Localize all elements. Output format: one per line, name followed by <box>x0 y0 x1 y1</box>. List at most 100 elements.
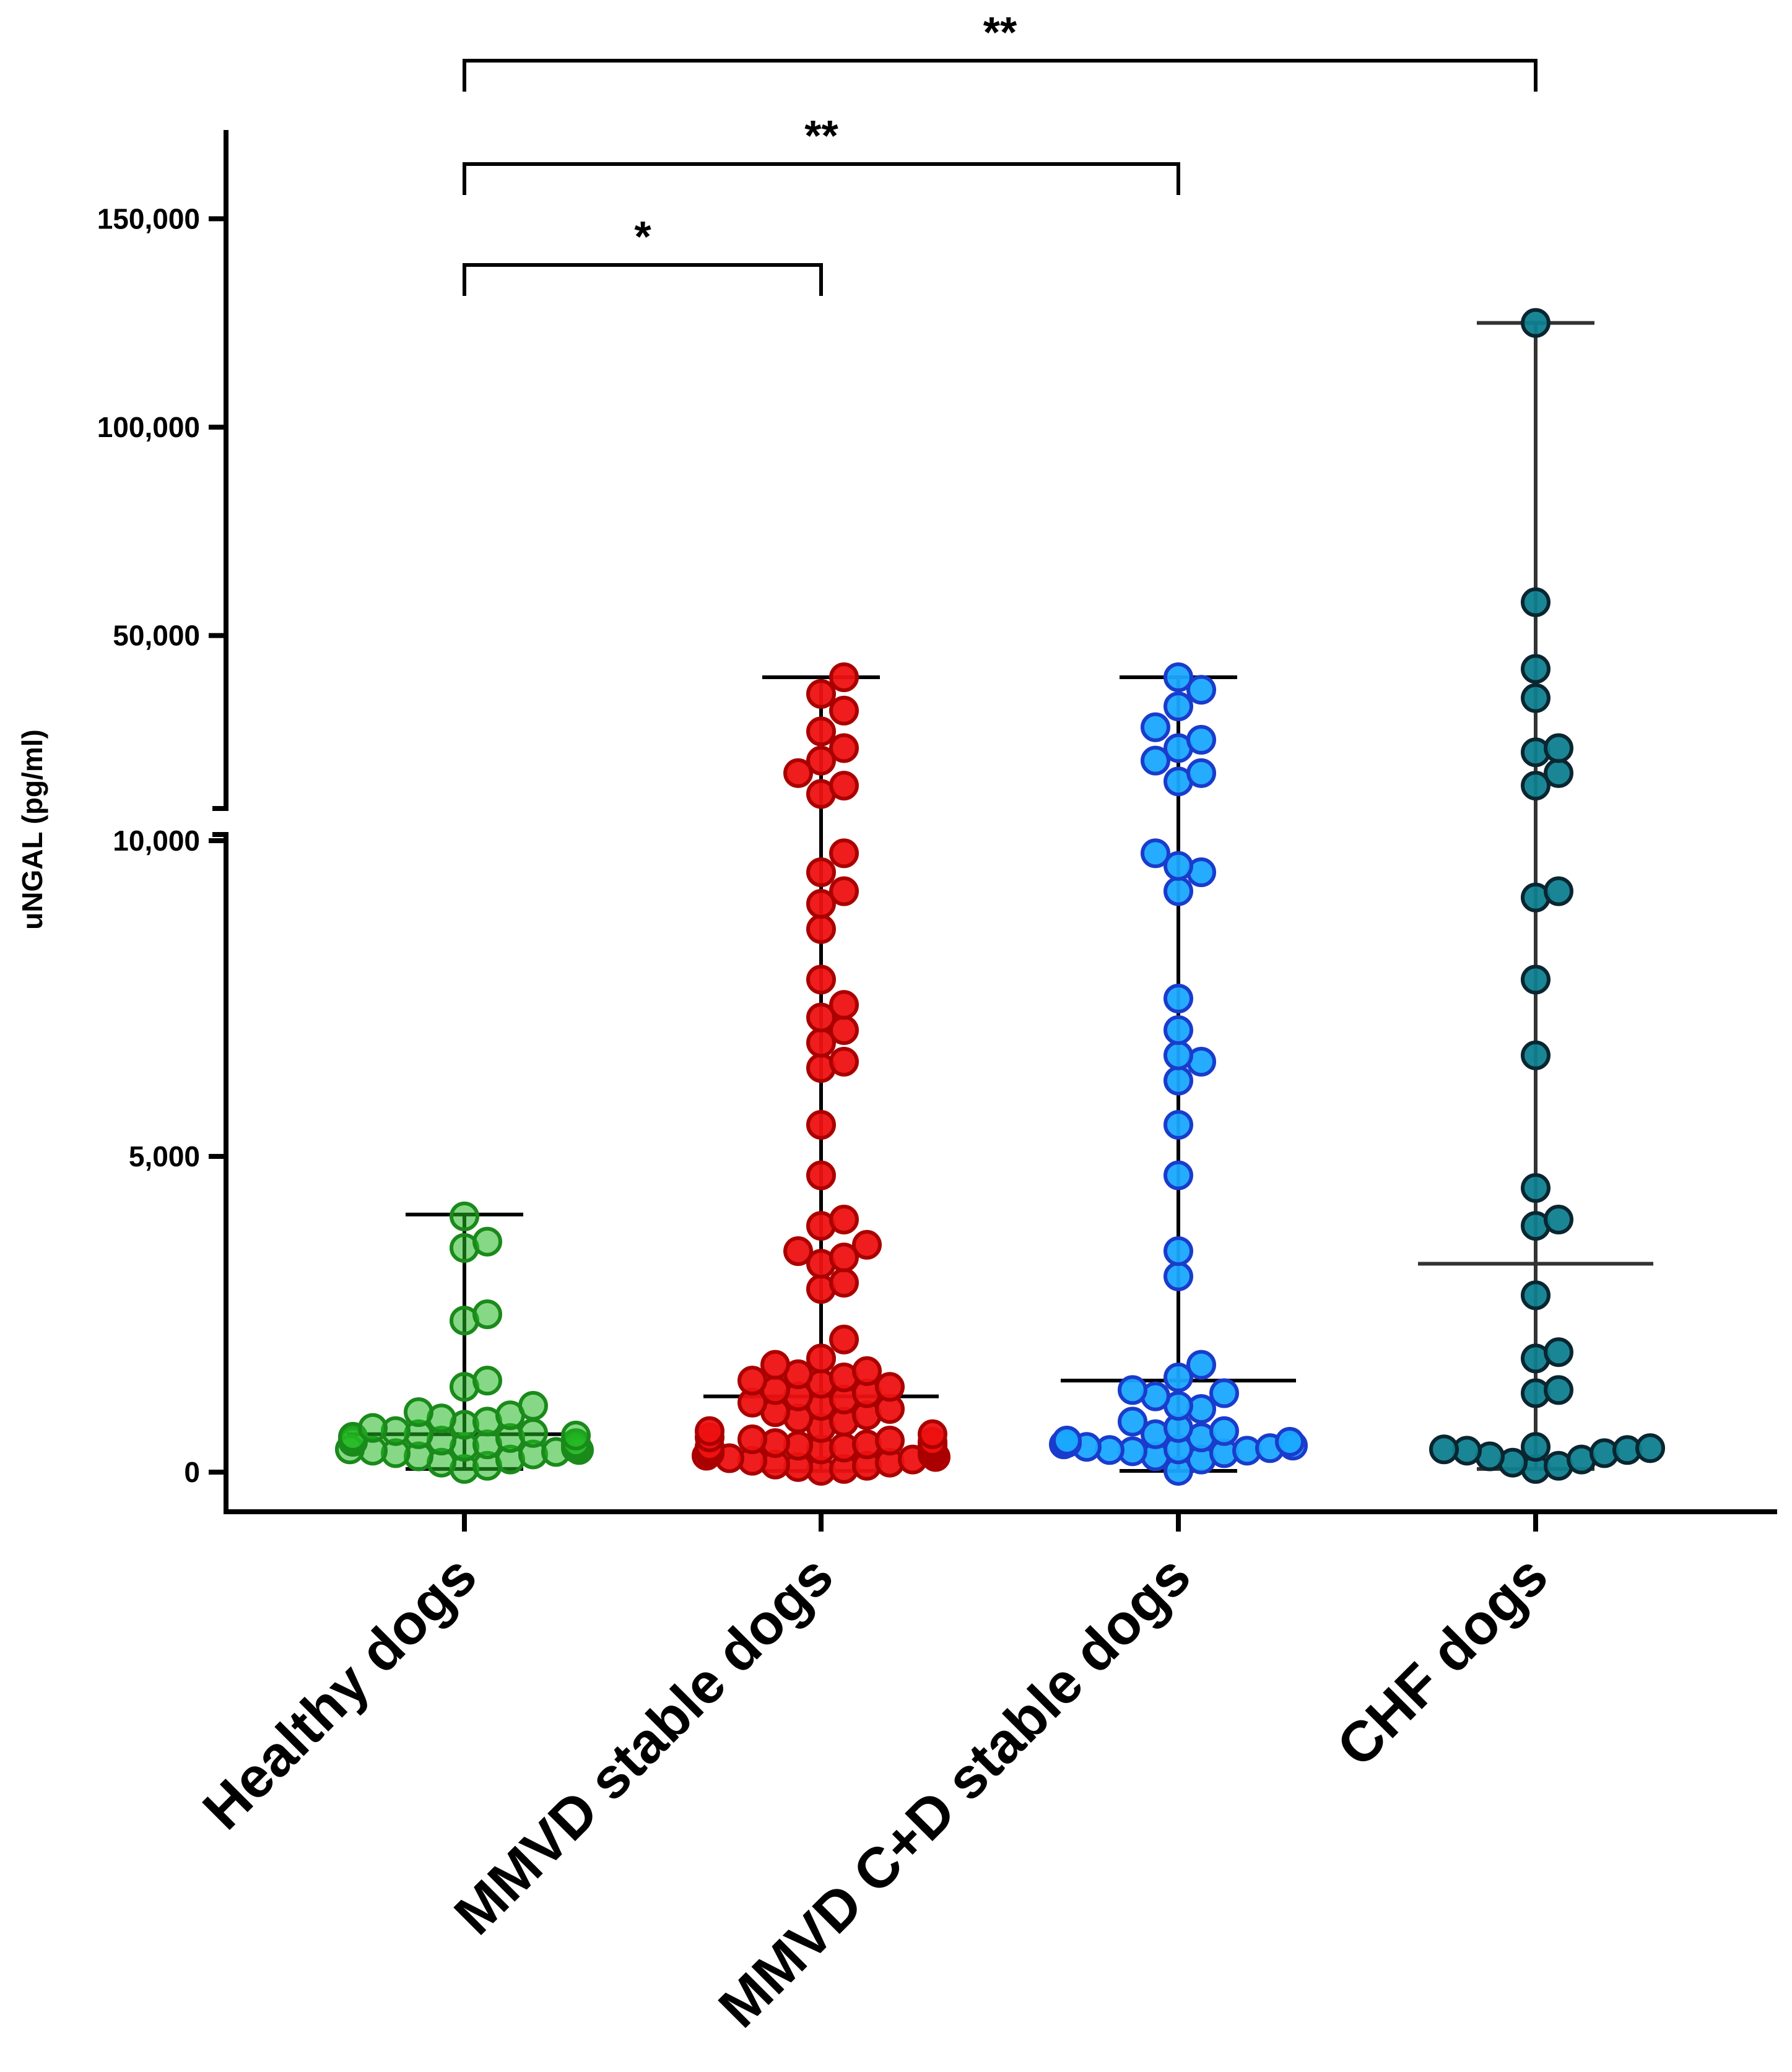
data-point <box>1544 758 1573 788</box>
data-point <box>1544 1205 1573 1234</box>
points-mmvd-stable-dogs <box>692 662 950 1486</box>
data-point <box>806 1002 836 1033</box>
data-point <box>1163 691 1193 722</box>
data-point <box>806 678 836 709</box>
significance-bracket <box>463 263 823 296</box>
data-point <box>829 838 859 869</box>
data-point <box>829 733 859 763</box>
data-point <box>737 1424 767 1454</box>
data-point <box>806 964 836 995</box>
data-point <box>1544 733 1573 763</box>
data-point <box>829 876 859 906</box>
data-point <box>1521 308 1551 338</box>
points-chf-dogs <box>1429 308 1665 1484</box>
data-point <box>806 1160 836 1190</box>
data-point <box>1521 654 1551 684</box>
data-point <box>404 1397 433 1428</box>
y-tick-label: 50,000 <box>113 620 200 652</box>
data-point <box>1429 1434 1459 1465</box>
data-point <box>829 1205 859 1234</box>
data-point <box>1163 876 1193 906</box>
data-point <box>1521 587 1551 617</box>
data-point <box>783 758 813 788</box>
data-point <box>829 1324 859 1355</box>
data-point <box>1163 1363 1193 1392</box>
significance-bracket <box>463 59 1538 92</box>
y-axis-title: uNGAL (pg/ml) <box>16 729 48 930</box>
data-point <box>472 1366 502 1396</box>
data-point <box>737 1366 767 1396</box>
data-point <box>806 914 836 944</box>
data-point <box>1163 1065 1193 1096</box>
data-point <box>1544 1375 1573 1405</box>
significance-brackets: ***** <box>463 8 1538 296</box>
range-and-median-lines <box>347 321 1653 1473</box>
data-point <box>829 771 859 801</box>
data-point <box>1186 1350 1216 1380</box>
data-point <box>1141 838 1170 869</box>
data-point <box>1275 1427 1305 1457</box>
data-point <box>695 1416 724 1446</box>
data-point <box>1521 1173 1551 1203</box>
x-tick-label: MMVD stable dogs <box>443 1544 845 1946</box>
data-point <box>472 1299 502 1329</box>
data-point <box>783 1236 813 1266</box>
data-point <box>358 1413 388 1443</box>
data-point <box>806 716 836 747</box>
significance-label: ** <box>804 111 838 160</box>
significance-label: ** <box>983 8 1017 56</box>
data-point <box>1635 1433 1665 1463</box>
data-point <box>1163 1160 1193 1190</box>
data-point <box>1163 1261 1193 1291</box>
data-point <box>1521 1432 1551 1462</box>
data-point <box>1209 1378 1239 1408</box>
data-point <box>1521 964 1551 995</box>
data-point <box>1544 1337 1573 1368</box>
data-point <box>1163 1015 1193 1045</box>
data-point <box>829 1047 859 1077</box>
data-point <box>829 695 859 726</box>
points-healthy-dogs <box>335 1201 594 1484</box>
data-point <box>1163 662 1193 692</box>
y-tick-label: 10,000 <box>113 825 200 857</box>
data-point <box>450 1201 479 1231</box>
significance-label: * <box>634 212 651 261</box>
data-point <box>1521 771 1551 801</box>
data-point <box>561 1420 591 1450</box>
data-point <box>1118 1375 1147 1405</box>
data-point <box>1544 876 1573 906</box>
y-ticks: 0 5,000 10,000 50,000 100,000 150,000 <box>97 202 1538 1532</box>
data-point <box>829 1268 859 1298</box>
data-point <box>806 1343 836 1374</box>
data-point <box>918 1419 947 1449</box>
axes-layer: uNGAL (pg/ml) <box>16 130 1777 1514</box>
x-tick-label: CHF dogs <box>1325 1544 1560 1779</box>
data-point <box>1141 745 1170 776</box>
data-point <box>806 857 836 887</box>
data-point <box>1521 1040 1551 1070</box>
data-point <box>1163 1110 1193 1140</box>
data-point <box>1521 683 1551 713</box>
data-point <box>1521 1280 1551 1311</box>
points-mmvd-c-d-stable-dogs <box>1049 662 1308 1486</box>
data-point <box>518 1418 548 1448</box>
y-tick-label: 0 <box>184 1456 200 1488</box>
y-tick-label: 150,000 <box>97 202 200 235</box>
data-point <box>1141 712 1170 742</box>
y-tick-label: 100,000 <box>97 411 200 443</box>
x-tick-label: Healthy dogs <box>191 1544 489 1842</box>
data-point <box>1163 1236 1193 1266</box>
data-point <box>829 662 859 692</box>
data-point <box>1163 984 1193 1013</box>
data-point <box>806 1110 836 1140</box>
data-point <box>1186 675 1216 705</box>
data-point <box>852 1229 882 1260</box>
data-point <box>1186 758 1216 788</box>
significance-bracket <box>463 162 1180 195</box>
data-point <box>829 990 859 1020</box>
data-point <box>852 1356 882 1386</box>
data-point <box>1118 1407 1147 1437</box>
data-point <box>1209 1416 1239 1446</box>
